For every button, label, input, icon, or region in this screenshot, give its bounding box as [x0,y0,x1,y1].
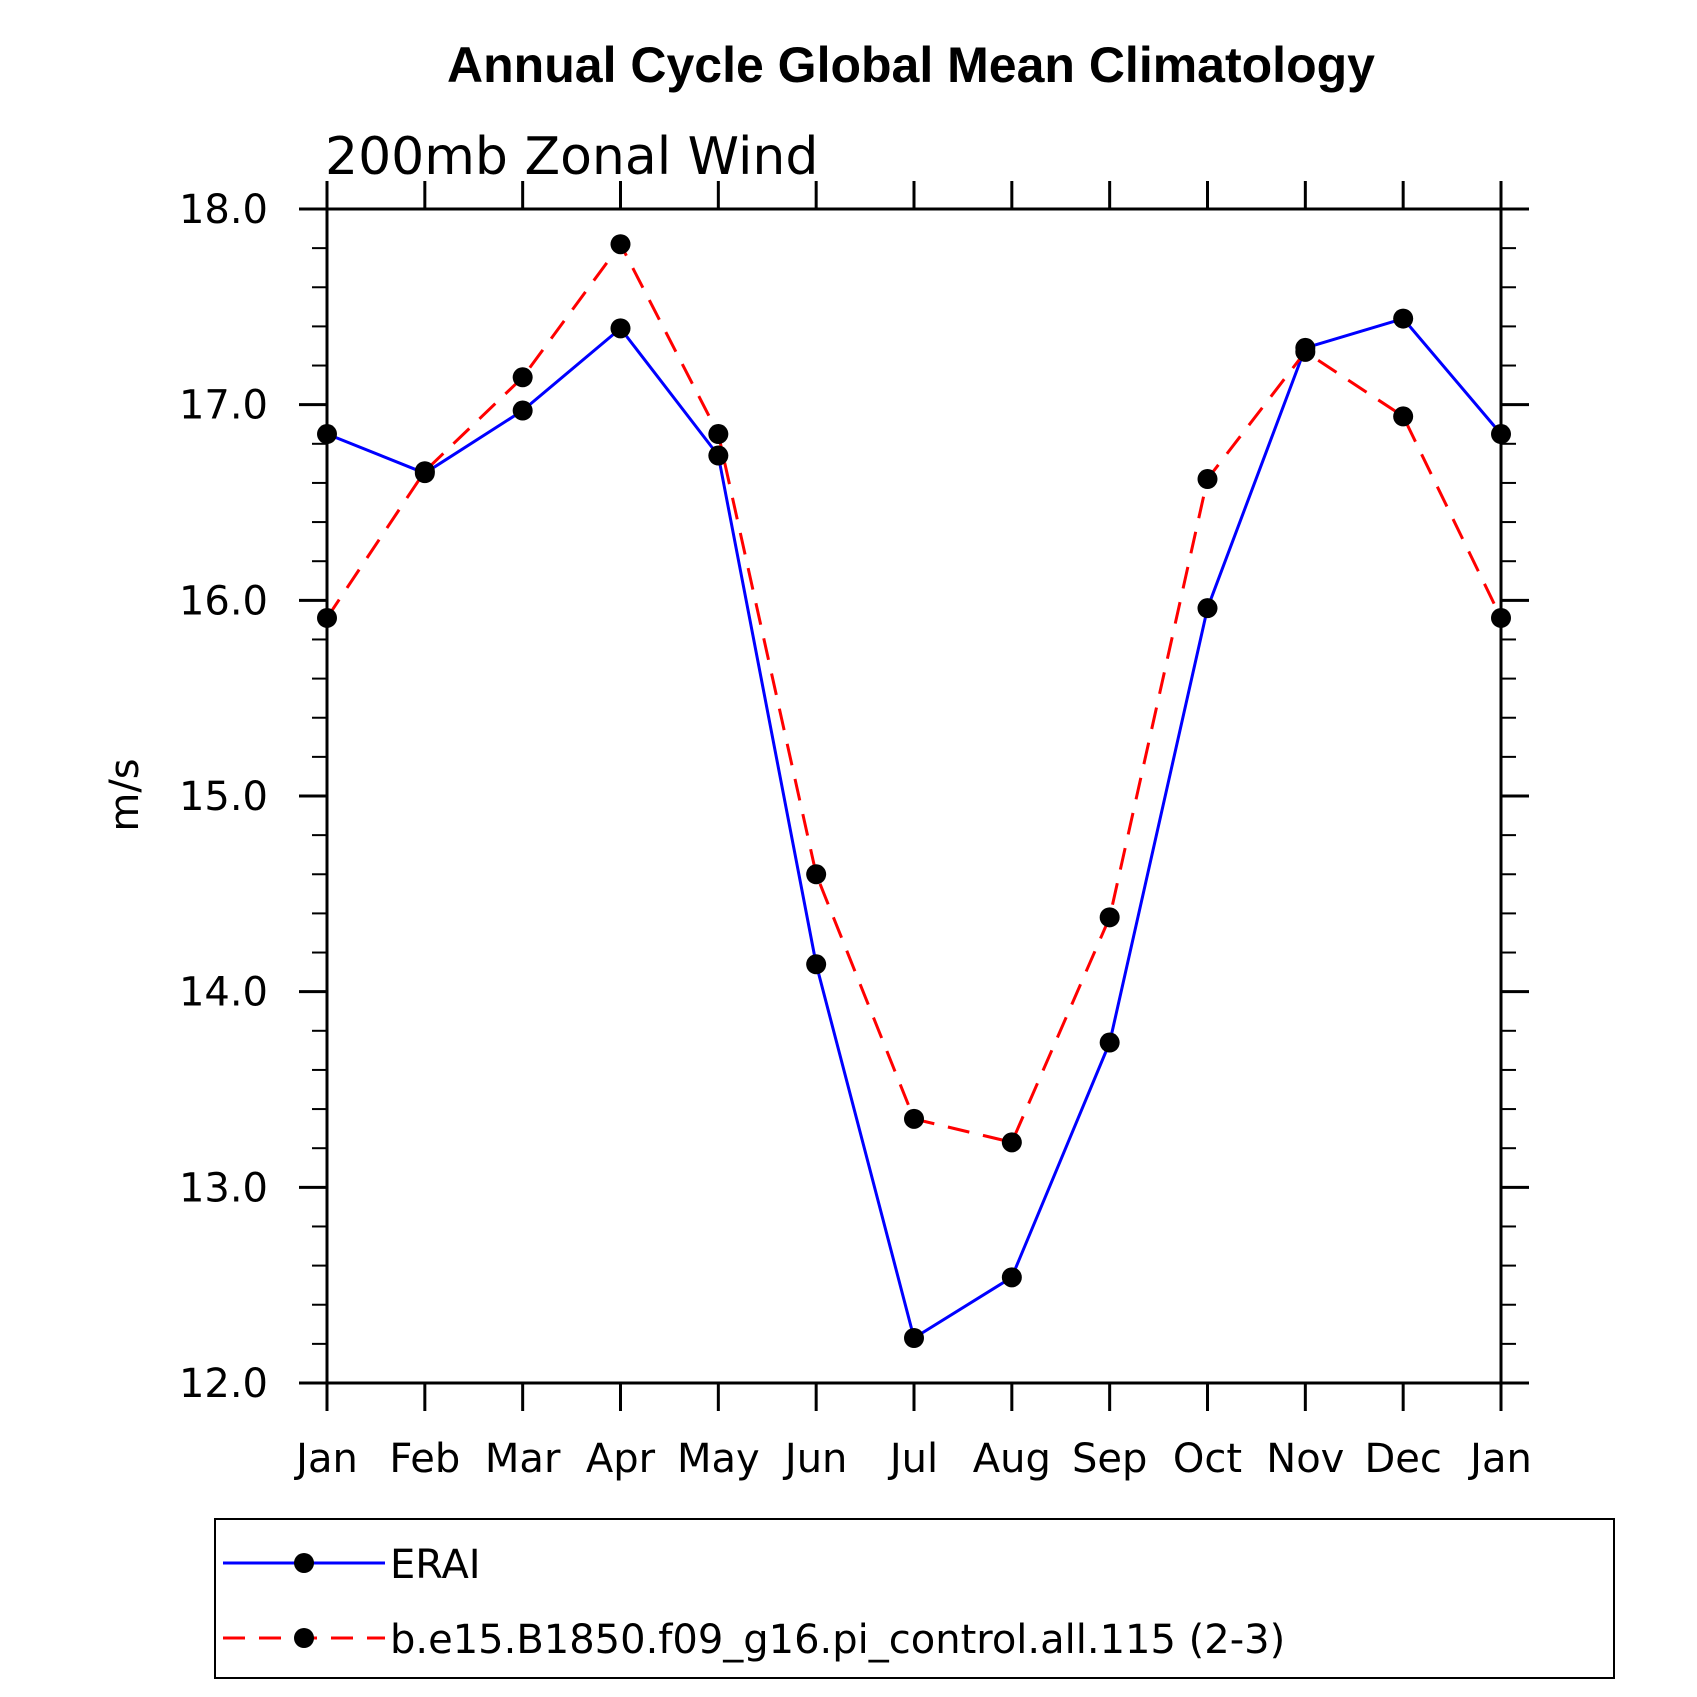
legend: ERAI b.e15.B1850.f09_g16.pi_control.all.… [214,1518,1615,1679]
x-tick-label: Feb [389,1436,460,1482]
x-tick-label: Oct [1173,1436,1242,1482]
y-tick-label: 15.0 [179,774,268,820]
x-tick-label: Nov [1266,1436,1344,1482]
legend-box [214,1518,1615,1679]
x-tick-label: Apr [586,1436,656,1482]
x-tick-label: Jul [887,1436,938,1482]
legend-label-model: b.e15.B1850.f09_g16.pi_control.all.115 (… [390,1617,1285,1663]
data-point-series-1 [708,424,729,445]
y-tick-label: 18.0 [179,187,268,233]
data-point-series-1 [1001,1132,1022,1153]
data-point-series-1 [512,367,533,388]
data-point-series-0 [1001,1267,1022,1288]
y-axis-label: m/s [102,758,148,831]
y-tick-label: 13.0 [179,1165,268,1211]
x-tick-label: Jun [782,1436,848,1482]
data-point-series-0 [806,954,827,975]
axis-ticks [299,181,1529,1411]
legend-marker-erai [294,1553,314,1573]
data-point-series-1 [806,864,827,885]
series-line-0 [326,317,1503,1340]
data-point-series-1 [1099,907,1120,928]
legend-marker-model [294,1628,314,1648]
data-point-series-1 [1491,607,1511,628]
y-tick-label: 14.0 [179,970,268,1016]
data-point-series-0 [1197,598,1218,619]
legend-label-erai: ERAI [390,1542,481,1588]
data-point-series-1 [317,607,337,628]
data-point-series-1 [414,461,435,482]
data-point-series-0 [317,424,337,445]
series-layer [317,234,1511,1348]
x-tick-label: Jan [1467,1436,1532,1482]
y-tick-labels: 12.0 13.0 14.0 15.0 16.0 17.0 18.0 [179,187,268,1407]
plot-frame [325,207,1503,1385]
data-point-series-1 [1197,469,1218,490]
data-point-series-1 [1295,341,1316,362]
data-point-series-0 [1393,308,1414,329]
data-point-series-0 [708,445,729,466]
data-point-series-0 [512,400,533,421]
x-tick-label: Sep [1072,1436,1147,1482]
x-tick-label: Aug [973,1436,1051,1482]
x-tick-label: Mar [485,1436,561,1482]
data-point-series-0 [1099,1032,1120,1053]
x-tick-label: Dec [1364,1436,1441,1482]
chart-title: Annual Cycle Global Mean Climatology [447,37,1375,93]
data-point-series-1 [1393,406,1414,427]
series-line-1 [325,242,1503,1144]
data-point-series-0 [904,1327,924,1348]
x-tick-label: May [677,1436,760,1482]
y-tick-label: 17.0 [179,383,268,429]
chart-subtitle: 200mb Zonal Wind [325,127,818,187]
x-tick-labels: Jan Feb Mar Apr May Jun Jul Aug Sep Oct Nov Dec Jan [293,1436,1532,1482]
data-point-series-0 [610,318,631,339]
x-tick-label: Jan [293,1436,358,1482]
y-tick-label: 12.0 [179,1361,268,1407]
y-tick-label: 16.0 [179,578,268,624]
data-point-series-0 [1491,424,1511,445]
data-point-series-1 [904,1108,924,1129]
data-point-series-1 [610,234,631,255]
